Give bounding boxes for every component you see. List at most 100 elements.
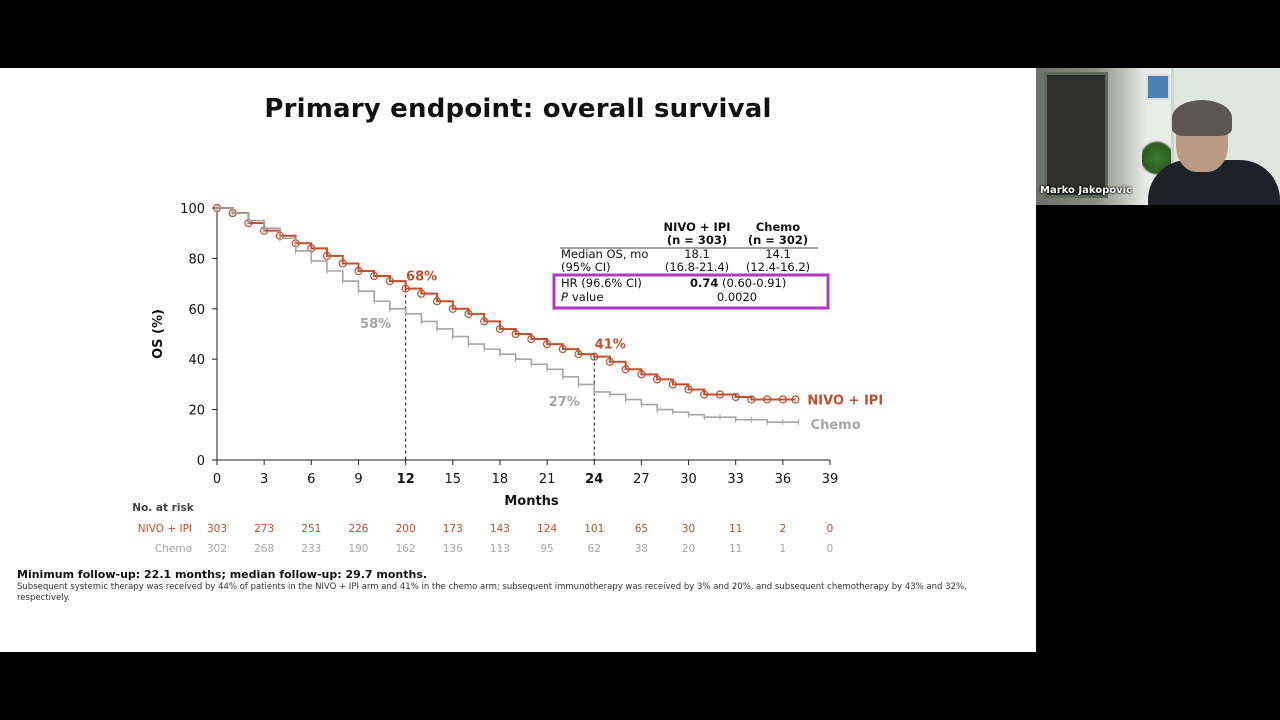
nivo-ipi-censor-point (464, 309, 473, 318)
nivo-ipi-censor-point (417, 289, 426, 298)
median-os-ci-label: (95% CI) (561, 260, 611, 274)
nivo-ipi-censor-point (574, 350, 583, 359)
video-picture-frame (1146, 74, 1170, 100)
chemo-annotation: 27% (549, 395, 580, 410)
risk-value-chemo: 268 (254, 543, 274, 555)
risk-value-nivo: 11 (729, 523, 742, 535)
risk-value-chemo: 113 (490, 543, 510, 555)
x-tick-label: 12 (397, 472, 415, 487)
x-tick-label: 39 (822, 472, 839, 487)
nivo-ipi-censor-point (590, 352, 599, 361)
risk-value-nivo: 0 (827, 523, 834, 535)
risk-value-nivo: 273 (254, 523, 274, 535)
x-tick-label: 3 (260, 472, 268, 487)
x-tick-label: 24 (585, 472, 603, 487)
hr-value: 0.74 (690, 276, 718, 290)
median-os-chemo-ci: (12.4-16.2) (746, 260, 810, 274)
risk-value-nivo: 173 (443, 523, 463, 535)
nivo-ipi-censor-point (684, 385, 693, 394)
therapy-footnote: Subsequent systemic therapy was received… (17, 582, 967, 603)
nivo-ipi-censor-point (621, 365, 630, 374)
slide-title: Primary endpoint: overall survival (264, 94, 772, 124)
x-tick-label: 15 (444, 472, 461, 487)
x-axis-label: Months (504, 494, 559, 509)
risk-value-nivo: 303 (207, 523, 227, 535)
nivo-ipi-censor-point (778, 395, 787, 404)
p-value-label-p: P (561, 290, 568, 304)
hr-highlight-box (552, 273, 830, 310)
x-tick-label: 6 (307, 472, 315, 487)
risk-value-nivo: 124 (537, 523, 557, 535)
nivo-ipi-censor-point (495, 324, 505, 334)
risk-row-label-chemo: Chemo (155, 543, 192, 555)
nivo-ipi-censor-point (558, 345, 567, 354)
table-header-chemo-n: (n = 302) (748, 233, 808, 247)
nivo-ipi-censor-point (715, 390, 725, 399)
risk-value-nivo: 101 (584, 523, 604, 535)
nivo-ipi-censor-point (511, 329, 520, 339)
risk-value-nivo: 200 (396, 523, 416, 535)
hr-label: HR (96.6% CI) (561, 276, 642, 290)
y-tick-label: 0 (197, 454, 205, 469)
x-tick-label: 27 (633, 472, 650, 487)
nivo-ipi-censor-point (731, 392, 740, 402)
chemo-annotation: 58% (360, 317, 391, 332)
risk-value-nivo: 30 (682, 523, 695, 535)
risk-value-nivo: 143 (490, 523, 510, 535)
nivo-ipi-censor-point (747, 395, 756, 404)
nivo-ipi-censor-point (354, 266, 363, 276)
median-os-nivo: 18.1 (684, 247, 710, 261)
y-tick-label: 20 (188, 404, 205, 419)
risk-value-chemo: 1 (780, 543, 787, 555)
nivo-ipi-censor-point (370, 271, 379, 281)
risk-row-label-nivo: NIVO + IPI (138, 523, 192, 535)
risk-value-nivo: 226 (348, 523, 368, 535)
y-tick-label: 80 (188, 252, 205, 267)
risk-value-chemo: 233 (301, 543, 321, 555)
x-tick-label: 36 (775, 472, 792, 487)
y-tick-label: 40 (188, 353, 205, 368)
median-os-label: Median OS, mo (561, 247, 648, 261)
nivo-ipi-curve (217, 207, 796, 401)
nivo-ipi-censor-point (385, 276, 394, 286)
nivo-ipi-series-label: NIVO + IPI (807, 394, 883, 409)
x-tick-label: 21 (539, 472, 556, 487)
chemo-series-label: Chemo (811, 418, 861, 433)
nivo-ipi-censor-point (605, 357, 615, 366)
x-tick-label: 18 (492, 472, 509, 487)
nivo-ipi-censor-point (432, 297, 442, 306)
risk-value-chemo: 162 (396, 543, 416, 555)
nivo-ipi-censor-point (637, 370, 646, 379)
participant-name: Marko Jakopovic (1040, 185, 1132, 196)
participant-hair (1172, 100, 1232, 136)
risk-value-chemo: 0 (827, 543, 834, 555)
x-tick-label: 33 (727, 472, 744, 487)
nivo-ipi-censor-point (542, 339, 552, 349)
risk-value-chemo: 136 (443, 543, 463, 555)
nivo-ipi-censor-point (448, 304, 457, 313)
risk-value-chemo: 11 (729, 543, 742, 555)
median-os-nivo-ci: (16.8-21.4) (665, 260, 729, 274)
video-door (1044, 72, 1108, 198)
p-value-label: value (572, 290, 603, 304)
risk-value-chemo: 62 (588, 543, 601, 555)
risk-value-chemo: 20 (682, 543, 695, 555)
risk-value-chemo: 190 (348, 543, 368, 555)
nivo-ipi-censor-point (527, 334, 536, 344)
nivo-ipi-censor-point (668, 380, 677, 389)
nivo-ipi-censor-point (763, 395, 772, 404)
y-axis-label: OS (%) (151, 309, 166, 359)
nivo-ipi-censor-point (322, 251, 332, 260)
median-os-chemo: 14.1 (765, 247, 791, 261)
presentation-slide: Primary endpoint: overall survival 0 20 40… (0, 68, 1036, 652)
risk-table-label: No. at risk (132, 502, 194, 514)
nivo-ipi-annotation: 68% (406, 270, 437, 285)
risk-value-chemo: 95 (540, 543, 553, 555)
risk-value-nivo: 2 (780, 523, 787, 535)
x-tick-label: 9 (354, 472, 362, 487)
risk-value-chemo: 302 (207, 543, 227, 555)
participant-video-tile[interactable]: Marko Jakopovic (1036, 68, 1280, 205)
nivo-ipi-censor-point (401, 284, 410, 293)
nivo-ipi-censor-point (480, 317, 489, 326)
